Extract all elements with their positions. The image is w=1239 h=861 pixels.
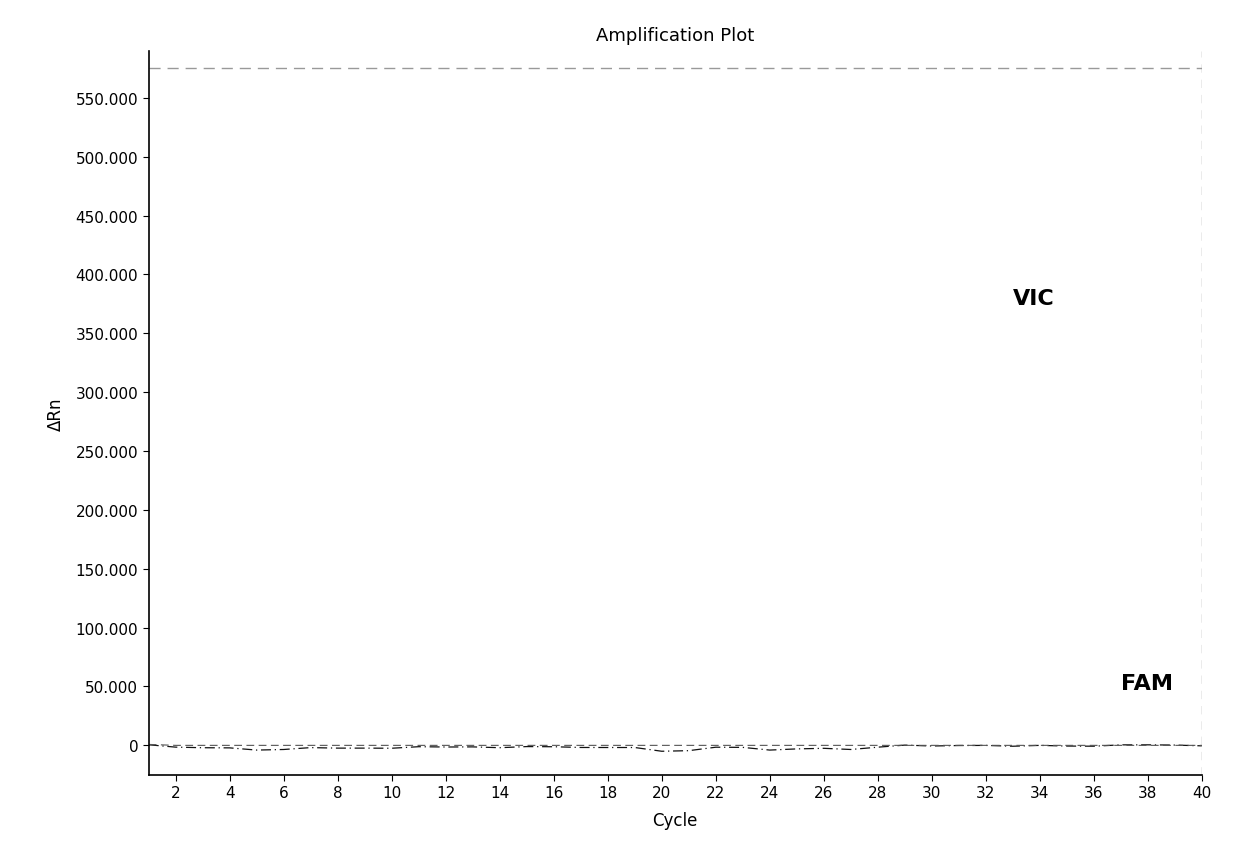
- Title: Amplification Plot: Amplification Plot: [596, 27, 755, 45]
- Y-axis label: ΔRn: ΔRn: [46, 397, 64, 430]
- Text: VIC: VIC: [1012, 288, 1054, 308]
- Text: FAM: FAM: [1121, 673, 1173, 693]
- X-axis label: Cycle: Cycle: [653, 811, 698, 829]
